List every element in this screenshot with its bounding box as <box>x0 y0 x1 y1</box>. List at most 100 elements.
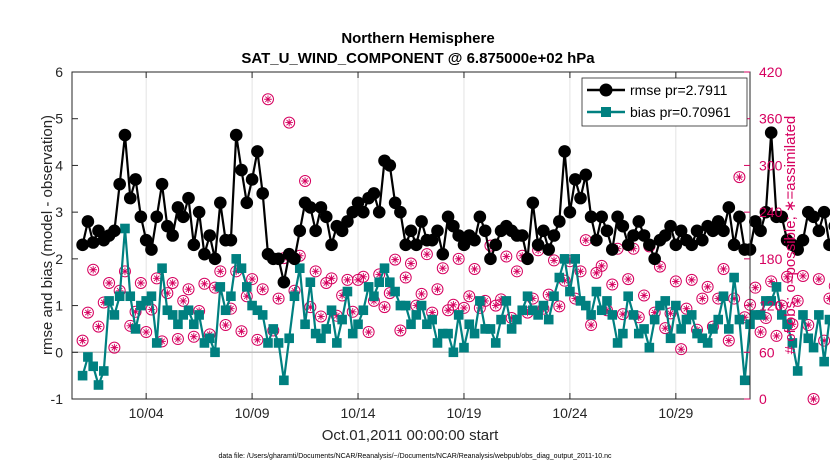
bias-point <box>199 338 210 348</box>
obs-possible-marker <box>394 324 407 337</box>
y-tick-label: 4 <box>55 157 63 173</box>
rmse-point <box>515 229 529 242</box>
bias-point <box>247 300 257 311</box>
obs-assimilated-marker <box>460 304 468 312</box>
obs-assimilated-marker <box>248 275 256 283</box>
bias-point <box>787 338 798 348</box>
obs-assimilated-marker <box>407 259 415 268</box>
legend-rmse-label: rmse pr=2.7911 <box>630 82 728 98</box>
bias-point <box>326 305 337 316</box>
obs-possible-marker <box>346 305 359 318</box>
obs-assimilated-marker <box>767 277 775 286</box>
obs-assimilated-marker <box>661 324 670 332</box>
bias-point <box>475 296 485 306</box>
rmse-point <box>748 215 762 228</box>
obs-possible-marker <box>261 93 274 106</box>
bias-point <box>607 310 618 320</box>
x-tick-label: 10/14 <box>341 405 376 421</box>
bias-point <box>602 296 612 306</box>
obs-assimilated-marker <box>258 285 267 294</box>
obs-possible-marker <box>685 273 698 286</box>
obs-assimilated-marker <box>99 298 108 307</box>
rmse-point <box>764 126 778 140</box>
rmse-point <box>812 224 826 238</box>
rmse-point <box>457 238 471 252</box>
rmse-point <box>600 224 614 238</box>
obs-possible-marker <box>399 271 412 284</box>
bias-point <box>798 310 808 320</box>
obs-possible-marker <box>733 171 746 184</box>
bias-point <box>686 310 697 320</box>
rmse-point <box>325 238 338 252</box>
obs-possible-marker <box>765 275 778 288</box>
bias-point <box>321 324 332 334</box>
bias-point <box>676 324 686 334</box>
bias-point <box>718 291 729 302</box>
obs-assimilated-marker <box>619 310 627 318</box>
bias-point <box>671 300 681 311</box>
rmse-point <box>171 201 185 214</box>
obs-assimilated-marker <box>762 314 770 322</box>
rmse-point <box>817 205 830 219</box>
bias-point <box>506 324 517 334</box>
y-tick-label: 1 <box>55 298 63 314</box>
rmse-point <box>611 210 624 224</box>
x-tick-label: 10/09 <box>235 405 270 421</box>
bias-point <box>252 305 263 316</box>
obs-assimilated-marker <box>502 252 511 261</box>
obs-assimilated-marker <box>698 294 707 303</box>
obs-assimilated-marker <box>152 274 161 283</box>
bias-point <box>136 300 146 311</box>
obs-assimilated-marker <box>163 289 172 297</box>
bias-point <box>173 319 183 330</box>
rmse-point <box>351 196 365 210</box>
rmse-point <box>203 229 217 242</box>
obs-assimilated-marker <box>454 255 463 263</box>
rmse-point <box>717 224 730 238</box>
obs-assimilated-marker <box>158 337 166 346</box>
bias-point <box>565 286 575 297</box>
bias-point <box>639 324 649 334</box>
rmse-point <box>367 187 381 200</box>
obs-possible-marker <box>664 307 677 320</box>
obs-possible-marker <box>251 333 264 346</box>
rmse-point <box>113 177 126 191</box>
rmse-point <box>176 210 190 224</box>
obs-assimilated-marker <box>364 328 373 336</box>
obs-assimilated-marker <box>740 313 749 322</box>
obs-assimilated-marker <box>386 289 394 297</box>
obs-assimilated-marker <box>666 309 675 318</box>
bias-point <box>464 319 475 330</box>
obs-assimilated-marker <box>396 326 405 335</box>
rmse-point <box>468 233 481 247</box>
rmse-point <box>590 233 603 247</box>
x-tick-label: 10/24 <box>552 405 587 421</box>
bias-point <box>649 314 660 325</box>
obs-assimilated-marker <box>78 336 87 345</box>
rmse-point <box>563 205 577 219</box>
obs-assimilated-marker <box>131 308 140 316</box>
y2-tick-label: 60 <box>759 344 775 360</box>
rmse-point <box>372 205 386 219</box>
obs-possible-marker <box>272 292 285 305</box>
bias-point <box>453 310 464 320</box>
bias-point <box>257 310 268 320</box>
bias-point <box>729 272 739 283</box>
bias-point <box>538 300 549 311</box>
bias-point <box>713 314 724 325</box>
rmse-point <box>791 243 804 256</box>
bias-point <box>422 319 432 330</box>
obs-assimilated-marker <box>677 345 685 353</box>
bias-point <box>591 286 602 297</box>
rmse-point <box>208 252 222 266</box>
rmse-point <box>192 205 206 219</box>
rmse-point <box>584 210 598 224</box>
bias-point <box>77 370 88 381</box>
rmse-point <box>229 128 243 142</box>
rmse-point <box>134 210 148 224</box>
rmse-point <box>706 224 720 238</box>
obs-assimilated-marker <box>168 279 177 287</box>
bias-point <box>448 347 459 358</box>
obs-assimilated-marker <box>751 283 760 292</box>
